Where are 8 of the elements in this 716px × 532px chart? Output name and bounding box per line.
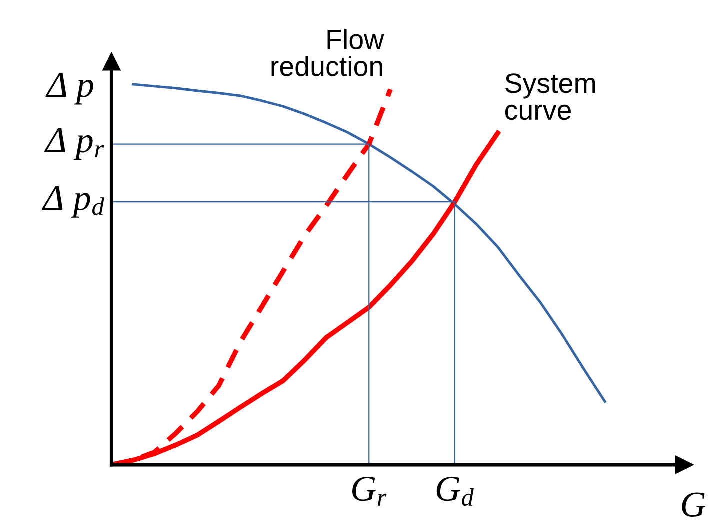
series-label: System curve (505, 74, 596, 120)
ref-line-label: Δ p$_{d}$ (42, 186, 104, 218)
ref-line-label: Δ p$_{r}$ (44, 128, 104, 160)
x-tick-label: G$_{r}$ (352, 476, 387, 506)
series-label: Flow reduction (272, 29, 384, 76)
y-axis-title: Δ p (46, 73, 94, 105)
x-tick-label: G$_{d}$ (436, 476, 474, 506)
x-axis-title: G (682, 492, 706, 517)
